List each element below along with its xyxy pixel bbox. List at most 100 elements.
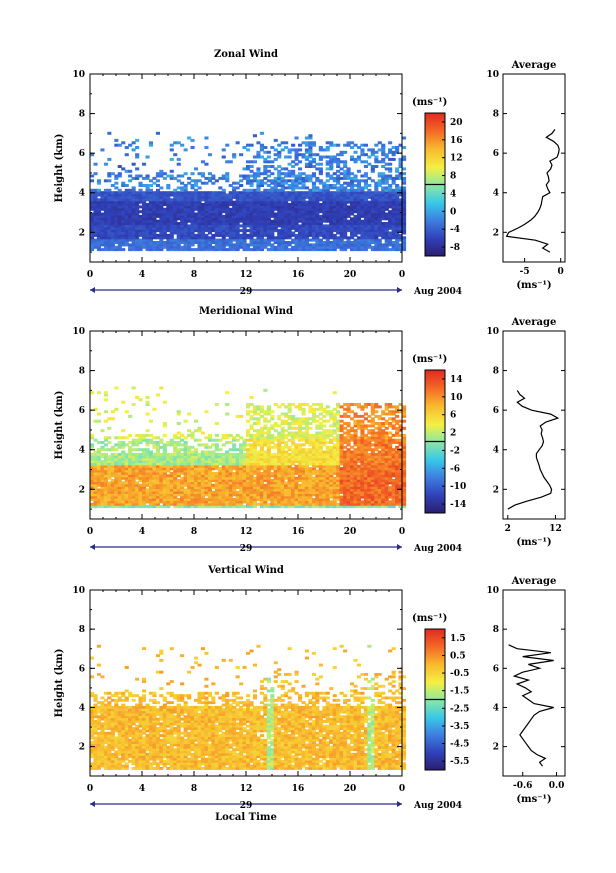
heatmap-cell [180, 500, 185, 504]
heatmap-cell [117, 243, 122, 247]
heatmap-cell [128, 219, 133, 223]
heatmap-cell [100, 490, 105, 494]
heatmap-cell [131, 471, 136, 475]
heatmap-cell [221, 210, 226, 214]
heatmap-cell [114, 455, 119, 459]
heatmap-cell [221, 452, 226, 456]
heatmap-cell [381, 233, 386, 237]
heatmap-cell [284, 207, 289, 211]
heatmap-cell [353, 203, 358, 206]
heatmap-cell [270, 426, 275, 430]
heatmap-cell [263, 219, 268, 223]
heatmap-cell [162, 224, 167, 228]
heatmap-cell [204, 214, 209, 218]
heatmap-cell [343, 165, 348, 168]
heatmap-cell [370, 226, 375, 230]
heatmap-cell [110, 483, 115, 487]
heatmap-cell [391, 203, 396, 206]
heatmap-cell [93, 474, 98, 478]
heatmap-cell [114, 207, 119, 211]
heatmap-cell [225, 233, 230, 237]
heatmap-cell [214, 445, 219, 449]
heatmap-cell [190, 193, 195, 197]
heatmap-cell [228, 493, 233, 497]
heatmap-cell [325, 212, 330, 216]
heatmap-cell [304, 217, 309, 221]
heatmap-cell [135, 462, 140, 466]
heatmap-cell [121, 231, 126, 235]
heatmap-cell [242, 188, 247, 192]
heatmap-cell [124, 493, 129, 497]
heatmap-cell [249, 403, 254, 406]
heatmap-cell [252, 498, 257, 501]
heatmap-cell [252, 433, 257, 437]
heatmap-cell [343, 160, 348, 164]
heatmap-cell [277, 490, 282, 494]
heatmap-cell [221, 245, 226, 249]
heatmap-cell [194, 471, 199, 475]
heatmap-cell [180, 488, 185, 492]
heatmap-cell [270, 160, 275, 164]
heatmap-cell [266, 502, 271, 506]
heatmap-cell [273, 455, 278, 459]
heatmap-cell [343, 245, 348, 249]
heatmap-cell [256, 452, 261, 456]
heatmap-cell [311, 483, 316, 487]
heatmap-cell [353, 150, 358, 154]
heatmap-cell [176, 431, 181, 435]
heatmap-cell [246, 403, 251, 406]
heatmap-cell [294, 155, 299, 159]
heatmap-cell [273, 462, 278, 466]
heatmap-cell [242, 457, 247, 461]
heatmap-cell [96, 483, 101, 487]
heatmap-cell [155, 471, 160, 475]
heatmap-cell [159, 198, 164, 202]
heatmap-cell [138, 229, 143, 233]
heatmap-cell [252, 188, 257, 192]
heatmap-cell [252, 134, 257, 138]
heatmap-cell [287, 407, 292, 411]
heatmap-cell [121, 193, 126, 197]
heatmap-cell [121, 457, 126, 461]
heatmap-cell [96, 469, 101, 473]
heatmap-cell [266, 407, 271, 411]
heatmap-cell [93, 195, 98, 199]
heatmap-cell [280, 471, 285, 475]
heatmap-cell [291, 403, 296, 406]
heatmap-cell [145, 207, 150, 211]
heatmap-cell [124, 455, 129, 459]
heatmap-cell [304, 155, 309, 159]
heatmap-cell [211, 214, 216, 218]
heatmap-cell [142, 471, 147, 475]
heatmap-cell [107, 495, 112, 499]
heatmap-cell [360, 205, 365, 209]
heatmap-cell [107, 490, 112, 494]
heatmap-cell [138, 248, 143, 252]
heatmap-cell [155, 174, 160, 178]
heatmap-cell [381, 143, 386, 147]
heatmap-cell [142, 233, 147, 237]
heatmap-cell [152, 226, 157, 230]
heatmap-cell [266, 184, 271, 187]
heatmap-cell [166, 243, 171, 247]
heatmap-cell [169, 212, 174, 216]
heatmap-cell [96, 502, 101, 506]
heatmap-cell [284, 174, 289, 178]
heatmap-cell [356, 146, 361, 149]
heatmap-cell [360, 231, 365, 235]
heatmap-cell [270, 236, 275, 240]
heatmap-cell [381, 205, 386, 209]
heatmap-cell [124, 236, 129, 240]
heatmap-cell [284, 229, 289, 233]
heatmap-cell [159, 481, 164, 485]
heatmap-cell [155, 479, 160, 482]
heatmap-cell [173, 471, 178, 475]
heatmap-cell [107, 210, 112, 214]
heatmap-cell [294, 219, 299, 223]
heatmap-cell [273, 490, 278, 494]
heatmap-cell [315, 436, 320, 440]
heatmap-cell [332, 200, 337, 204]
heatmap-cell [315, 476, 320, 480]
heatmap-cell [200, 243, 205, 247]
heatmap-cell [298, 167, 303, 171]
